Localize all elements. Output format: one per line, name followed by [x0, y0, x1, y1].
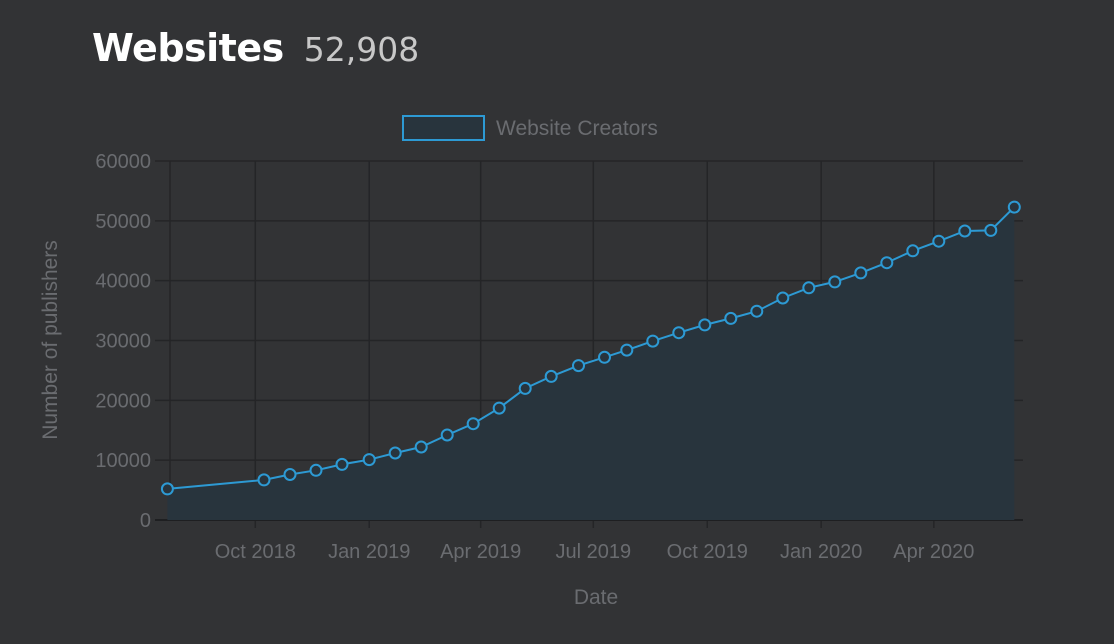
- data-point[interactable]: [414, 440, 428, 454]
- data-point[interactable]: [518, 381, 532, 395]
- data-point[interactable]: [958, 224, 972, 238]
- y-tick-label: 60000: [95, 151, 151, 173]
- y-tick-label: 20000: [95, 390, 151, 412]
- data-point[interactable]: [854, 266, 868, 280]
- data-point[interactable]: [724, 311, 738, 325]
- x-tick-label: Jan 2019: [328, 541, 410, 563]
- x-tick-label: Jul 2019: [556, 541, 632, 563]
- data-point[interactable]: [335, 457, 349, 471]
- x-tick-label: Oct 2019: [667, 541, 748, 563]
- legend-swatch[interactable]: [402, 115, 485, 141]
- y-tick-label: 50000: [95, 211, 151, 233]
- data-point[interactable]: [698, 318, 712, 332]
- chart-header: Websites 52,908: [92, 26, 419, 70]
- y-tick-label: 0: [140, 510, 151, 532]
- data-point[interactable]: [932, 234, 946, 248]
- data-point[interactable]: [362, 453, 376, 467]
- y-tick-labels: 0 10000 20000 30000 40000 50000 60000: [95, 151, 151, 532]
- data-point[interactable]: [1007, 200, 1021, 214]
- data-point[interactable]: [880, 256, 894, 270]
- data-point[interactable]: [388, 446, 402, 460]
- data-point[interactable]: [828, 275, 842, 289]
- data-point[interactable]: [750, 304, 764, 318]
- legend-label[interactable]: Website Creators: [496, 117, 658, 140]
- data-point[interactable]: [440, 428, 454, 442]
- x-tick-label: Jan 2020: [780, 541, 862, 563]
- data-point[interactable]: [802, 281, 816, 295]
- y-tick-label: 30000: [95, 331, 151, 353]
- data-point[interactable]: [466, 417, 480, 431]
- data-point[interactable]: [672, 326, 686, 340]
- page-title: Websites: [92, 26, 284, 70]
- data-point[interactable]: [620, 343, 634, 357]
- y-tick-label: 10000: [95, 450, 151, 472]
- data-point[interactable]: [906, 244, 920, 258]
- data-point[interactable]: [776, 291, 790, 305]
- data-point[interactable]: [257, 473, 271, 487]
- data-point[interactable]: [544, 369, 558, 383]
- data-point[interactable]: [492, 401, 506, 415]
- x-axis-title: Date: [574, 586, 618, 609]
- data-point[interactable]: [598, 350, 611, 364]
- data-point[interactable]: [309, 463, 323, 477]
- data-points: [160, 200, 1021, 496]
- y-tick-label: 40000: [95, 271, 151, 293]
- x-tick-label: Oct 2018: [215, 541, 296, 563]
- x-tick-label: Apr 2019: [440, 541, 521, 563]
- data-point[interactable]: [984, 223, 998, 237]
- legend[interactable]: Website Creators: [402, 115, 658, 141]
- x-tick-labels: Oct 2018 Jan 2019 Apr 2019 Jul 2019 Oct 2019…: [215, 541, 975, 563]
- y-axis-title: Number of publishers: [39, 240, 62, 440]
- data-point[interactable]: [283, 468, 297, 481]
- series-area: [167, 207, 1015, 520]
- total-count: 52,908: [303, 30, 420, 69]
- data-point[interactable]: [160, 482, 174, 496]
- data-point[interactable]: [572, 359, 585, 373]
- data-point[interactable]: [646, 334, 660, 348]
- x-tick-label: Apr 2020: [893, 541, 974, 563]
